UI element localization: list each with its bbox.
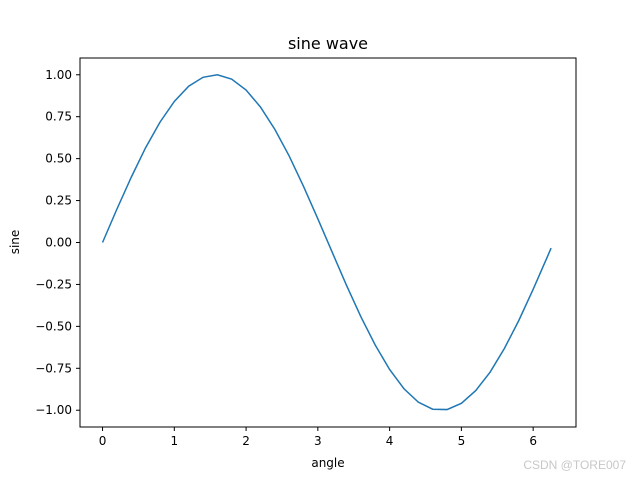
chart-title: sine wave <box>288 34 368 53</box>
y-tick-label: −0.75 <box>35 361 72 375</box>
x-axis-ticks: 0 1 2 3 4 5 6 <box>99 427 537 448</box>
y-tick-label: −0.50 <box>35 319 72 333</box>
x-tick-label: 1 <box>170 434 178 448</box>
y-axis-label: sine <box>8 230 22 255</box>
x-tick-label: 2 <box>242 434 250 448</box>
y-tick-label: 1.00 <box>45 68 72 82</box>
y-tick-label: −0.25 <box>35 277 72 291</box>
y-tick-label: −1.00 <box>35 403 72 417</box>
x-tick-label: 6 <box>529 434 537 448</box>
x-tick-label: 3 <box>314 434 322 448</box>
x-tick-label: 0 <box>99 434 107 448</box>
watermark-text: CSDN @TORE007 <box>523 458 626 472</box>
y-axis-ticks: 1.00 0.75 0.50 0.25 0.00 −0.25 −0.50 −0.75 −1.00 <box>35 68 80 417</box>
x-tick-label: 4 <box>386 434 394 448</box>
y-tick-label: 0.25 <box>45 194 72 208</box>
sine-series-line <box>101 74 552 411</box>
y-tick-label: 0.00 <box>45 236 72 250</box>
y-tick-label: 0.50 <box>45 152 72 166</box>
x-tick-label: 5 <box>458 434 466 448</box>
y-tick-label: 0.75 <box>45 110 72 124</box>
x-axis-label: angle <box>311 456 344 470</box>
